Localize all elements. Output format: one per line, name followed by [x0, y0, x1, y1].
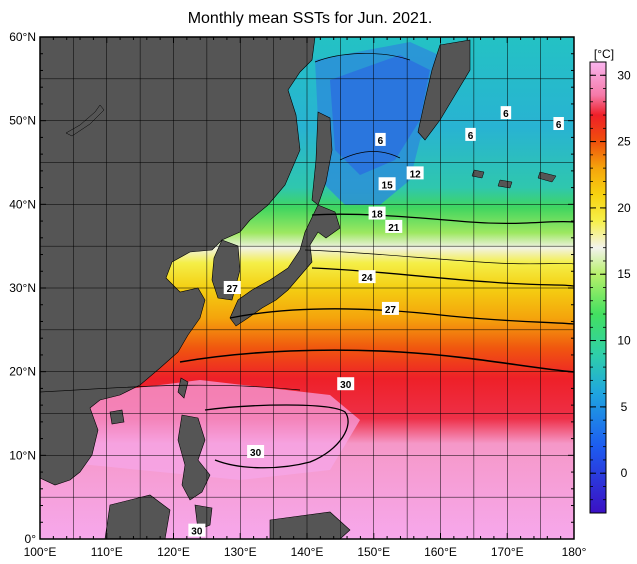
lat-axis-labels: 0° 10°N 20°N 30°N 40°N 50°N 60°N [9, 30, 36, 546]
svg-text:30: 30 [191, 527, 203, 538]
contour-label: 27 [381, 301, 399, 316]
colorbar-tick-label: 0 [621, 466, 628, 480]
colorbar-tick-label: 15 [617, 267, 631, 281]
svg-text:12: 12 [410, 169, 422, 180]
contour-label: 24 [358, 270, 376, 284]
contour-label: 6 [375, 132, 386, 147]
colorbar-tick-label: 5 [621, 400, 628, 414]
contour-label: 6 [553, 117, 564, 131]
svg-text:15: 15 [382, 180, 394, 191]
colorbar-tick-label: 25 [617, 135, 631, 149]
svg-text:27: 27 [227, 284, 239, 295]
lon-tick-label: 100°E [24, 545, 57, 559]
contour-label: 6 [500, 106, 512, 120]
svg-text:6: 6 [556, 120, 562, 131]
lat-tick-label: 60°N [9, 30, 36, 44]
lon-tick-label: 160°E [424, 545, 457, 559]
lon-axis-labels: 100°E 110°E 120°E 130°E 140°E 150°E 160°E 170°E… [24, 545, 587, 559]
contour-label: 27 [223, 281, 241, 295]
contour-label: 30 [188, 523, 206, 538]
contour-label: 18 [368, 206, 386, 221]
svg-text:18: 18 [372, 210, 384, 221]
lon-tick-label: 140°E [291, 545, 324, 559]
lat-tick-label: 30°N [9, 281, 36, 295]
lat-tick-label: 10°N [9, 448, 36, 462]
islands [65, 104, 557, 189]
svg-text:30: 30 [340, 380, 352, 391]
lon-tick-label: 150°E [357, 545, 390, 559]
colorbar-unit: [°C] [594, 47, 614, 61]
grid-lines [40, 37, 574, 539]
lat-tick-label: 0° [25, 532, 37, 546]
lon-tick-label: 110°E [91, 545, 123, 559]
colorbar-tick-label: 30 [617, 68, 631, 82]
contour-label: 21 [385, 219, 403, 234]
svg-text:24: 24 [362, 273, 374, 284]
lat-tick-label: 20°N [9, 365, 36, 379]
contour-label: 30 [247, 444, 265, 459]
svg-text:30: 30 [250, 448, 262, 459]
isotherms [40, 53, 574, 469]
lon-tick-label: 170°E [491, 545, 524, 559]
contour-label: 15 [378, 177, 396, 191]
colorbar-tick-label: 20 [617, 201, 631, 215]
contour-label: 30 [337, 377, 355, 391]
lon-tick-label: 120°E [157, 545, 190, 559]
svg-text:6: 6 [503, 109, 509, 120]
lat-tick-label: 40°N [9, 197, 36, 211]
lat-tick-label: 50°N [9, 114, 36, 128]
svg-text:21: 21 [388, 223, 400, 234]
lon-tick-label: 180° [562, 545, 587, 559]
lon-tick-label: 130°E [224, 545, 257, 559]
colorbar-ticks: 0 5 10 15 20 25 30 [590, 61, 631, 514]
contour-label: 6 [465, 127, 476, 142]
colorbar-tick-label: 10 [617, 334, 631, 348]
map-title: Monthly mean SSTs for Jun. 2021. [187, 10, 433, 27]
axis-ticks [39, 36, 575, 540]
contour-labels: 6 6 6 6 12 15 18 21 24 27 27 30 30 30 [188, 106, 564, 538]
svg-text:27: 27 [385, 305, 397, 316]
svg-text:6: 6 [378, 136, 384, 147]
contour-label: 12 [406, 166, 424, 180]
svg-text:6: 6 [468, 131, 474, 142]
